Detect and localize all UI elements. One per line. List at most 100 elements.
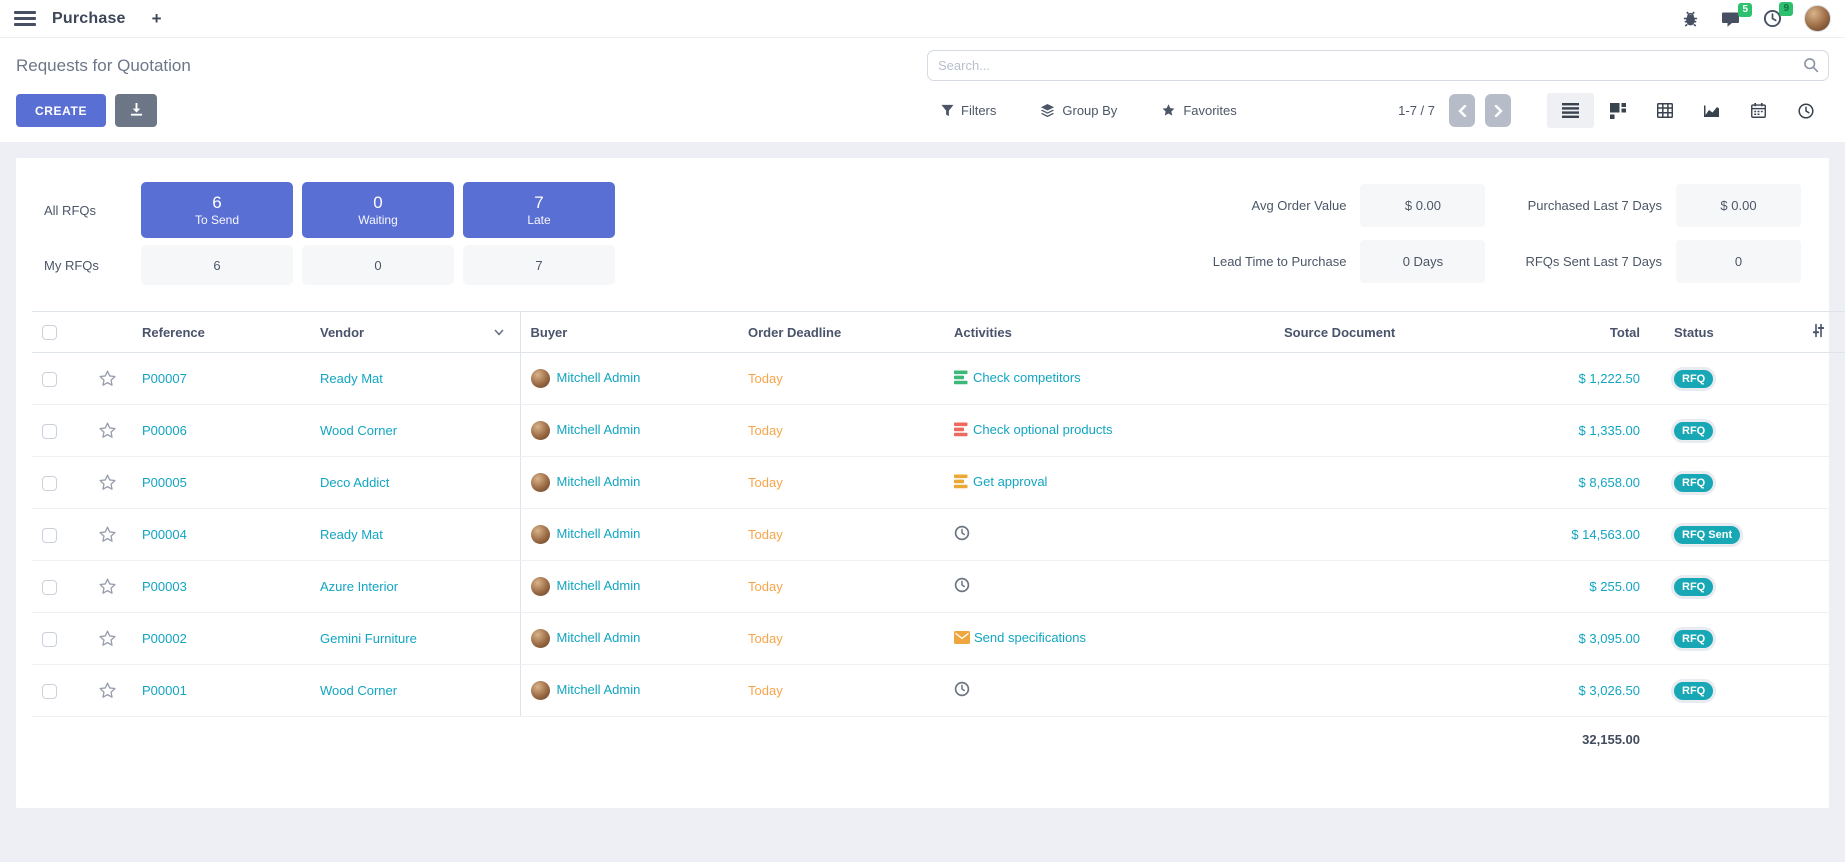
favorite-star-icon[interactable]: [98, 473, 117, 492]
my-to-send-tile[interactable]: 6: [141, 245, 293, 285]
view-activity-button[interactable]: [1782, 93, 1829, 128]
view-kanban-button[interactable]: [1594, 93, 1641, 128]
buyer-name[interactable]: Mitchell Admin: [556, 525, 641, 541]
create-button[interactable]: CREATE: [16, 94, 107, 127]
row-checkbox[interactable]: [42, 527, 57, 543]
activity-label[interactable]: Send specifications: [974, 630, 1087, 645]
messages-icon[interactable]: 5: [1721, 2, 1752, 28]
column-status[interactable]: Status: [1664, 311, 1776, 353]
reference-link[interactable]: P00005: [142, 475, 187, 490]
my-waiting-tile[interactable]: 0: [302, 245, 454, 285]
table-row[interactable]: P00002 Gemini Furniture Mitchell Admin Toda…: [32, 612, 1845, 665]
table-row[interactable]: P00001 Wood Corner Mitchell Admin Today $ 3,…: [32, 664, 1845, 717]
app-title[interactable]: Purchase: [52, 9, 126, 27]
reference-link[interactable]: P00002: [142, 631, 187, 646]
column-order-deadline[interactable]: Order Deadline: [738, 311, 944, 353]
clock-icon[interactable]: [954, 577, 970, 593]
status-badge: RFQ: [1674, 577, 1714, 596]
tile-to-send[interactable]: 6 To Send: [141, 182, 293, 238]
view-graph-button[interactable]: [1688, 93, 1735, 128]
view-calendar-button[interactable]: [1735, 93, 1782, 128]
row-checkbox[interactable]: [42, 423, 57, 439]
status-badge: RFQ Sent: [1674, 525, 1741, 544]
status-badge: RFQ: [1674, 369, 1714, 388]
total-amount: $ 3,095.00: [1578, 631, 1640, 646]
activities-clock-icon[interactable]: 9: [1763, 2, 1793, 28]
activity-label[interactable]: Get approval: [973, 473, 1048, 489]
row-checkbox[interactable]: [42, 371, 57, 387]
table-row[interactable]: P00004 Ready Mat Mitchell Admin Today $ 14,5…: [32, 508, 1845, 561]
table-row[interactable]: P00006 Wood Corner Mitchell Admin Today Chec…: [32, 404, 1845, 457]
row-checkbox[interactable]: [42, 579, 57, 595]
table-header-row: Reference Vendor Buyer Order Deadline Ac…: [32, 311, 1845, 353]
export-button[interactable]: [115, 94, 158, 127]
list-icon[interactable]: [954, 370, 969, 385]
favorite-star-icon[interactable]: [98, 577, 117, 596]
vendor-link[interactable]: Wood Corner: [320, 683, 398, 698]
view-pivot-button[interactable]: [1641, 93, 1688, 128]
apps-menu-icon[interactable]: [14, 11, 36, 26]
select-all-checkbox[interactable]: [42, 325, 57, 341]
list-icon[interactable]: [954, 474, 969, 489]
filters-button[interactable]: Filters: [941, 103, 996, 118]
buyer-name[interactable]: Mitchell Admin: [556, 473, 641, 489]
buyer-avatar: [530, 369, 550, 388]
buyer-name[interactable]: Mitchell Admin: [556, 629, 641, 645]
view-list-button[interactable]: [1547, 93, 1594, 128]
table-row[interactable]: P00007 Ready Mat Mitchell Admin Today Check …: [32, 352, 1845, 405]
vendor-link[interactable]: Azure Interior: [320, 579, 399, 594]
column-buyer[interactable]: Buyer: [520, 311, 738, 353]
debug-bug-icon[interactable]: [1682, 10, 1699, 27]
buyer-name[interactable]: Mitchell Admin: [556, 421, 641, 437]
vendor-link[interactable]: Gemini Furniture: [320, 631, 417, 646]
favorite-star-icon[interactable]: [98, 629, 117, 648]
column-vendor[interactable]: Vendor: [310, 311, 521, 353]
list-icon[interactable]: [954, 422, 969, 437]
optional-columns-icon[interactable]: [1812, 323, 1825, 341]
table-row[interactable]: P00003 Azure Interior Mitchell Admin Today $…: [32, 560, 1845, 613]
envelope-icon[interactable]: [954, 631, 970, 644]
favorite-star-icon[interactable]: [98, 421, 117, 440]
tile-late[interactable]: 7 Late: [463, 182, 615, 238]
column-total[interactable]: Total: [1524, 311, 1664, 353]
my-late-tile[interactable]: 7: [463, 245, 615, 285]
row-checkbox[interactable]: [42, 683, 57, 699]
column-reference[interactable]: Reference: [132, 311, 310, 353]
pager-next-button[interactable]: [1485, 94, 1511, 127]
clock-icon[interactable]: [954, 681, 970, 697]
chevron-left-icon: [1457, 104, 1466, 117]
new-tab-button[interactable]: +: [151, 8, 162, 28]
row-checkbox[interactable]: [42, 631, 57, 647]
clock-icon[interactable]: [954, 525, 970, 541]
activity-label[interactable]: Check competitors: [973, 369, 1081, 385]
group-by-button[interactable]: Group By: [1040, 103, 1117, 118]
table-row[interactable]: P00005 Deco Addict Mitchell Admin Today Get …: [32, 456, 1845, 509]
vendor-link[interactable]: Ready Mat: [320, 371, 383, 386]
reference-link[interactable]: P00001: [142, 683, 187, 698]
search-input[interactable]: [927, 50, 1829, 81]
user-avatar[interactable]: [1804, 5, 1831, 32]
buyer-name[interactable]: Mitchell Admin: [556, 577, 641, 593]
reference-link[interactable]: P00003: [142, 579, 187, 594]
source-document-cell: [1274, 560, 1524, 613]
buyer-avatar: [530, 629, 550, 648]
favorite-star-icon[interactable]: [98, 681, 117, 700]
column-activities[interactable]: Activities: [944, 311, 1274, 353]
reference-link[interactable]: P00007: [142, 371, 187, 386]
reference-link[interactable]: P00006: [142, 423, 187, 438]
favorite-star-icon[interactable]: [98, 369, 117, 388]
tile-waiting[interactable]: 0 Waiting: [302, 182, 454, 238]
activity-label[interactable]: Check optional products: [973, 421, 1113, 437]
vendor-link[interactable]: Deco Addict: [320, 475, 390, 490]
vendor-link[interactable]: Ready Mat: [320, 527, 383, 542]
buyer-name[interactable]: Mitchell Admin: [556, 369, 641, 385]
row-checkbox[interactable]: [42, 475, 57, 491]
favorite-star-icon[interactable]: [98, 525, 117, 544]
search-icon[interactable]: [1803, 57, 1819, 78]
vendor-link[interactable]: Wood Corner: [320, 423, 398, 438]
favorites-button[interactable]: Favorites: [1161, 103, 1237, 118]
buyer-name[interactable]: Mitchell Admin: [556, 681, 641, 697]
column-source-document[interactable]: Source Document: [1274, 311, 1524, 353]
reference-link[interactable]: P00004: [142, 527, 187, 542]
pager-previous-button[interactable]: [1449, 94, 1475, 127]
